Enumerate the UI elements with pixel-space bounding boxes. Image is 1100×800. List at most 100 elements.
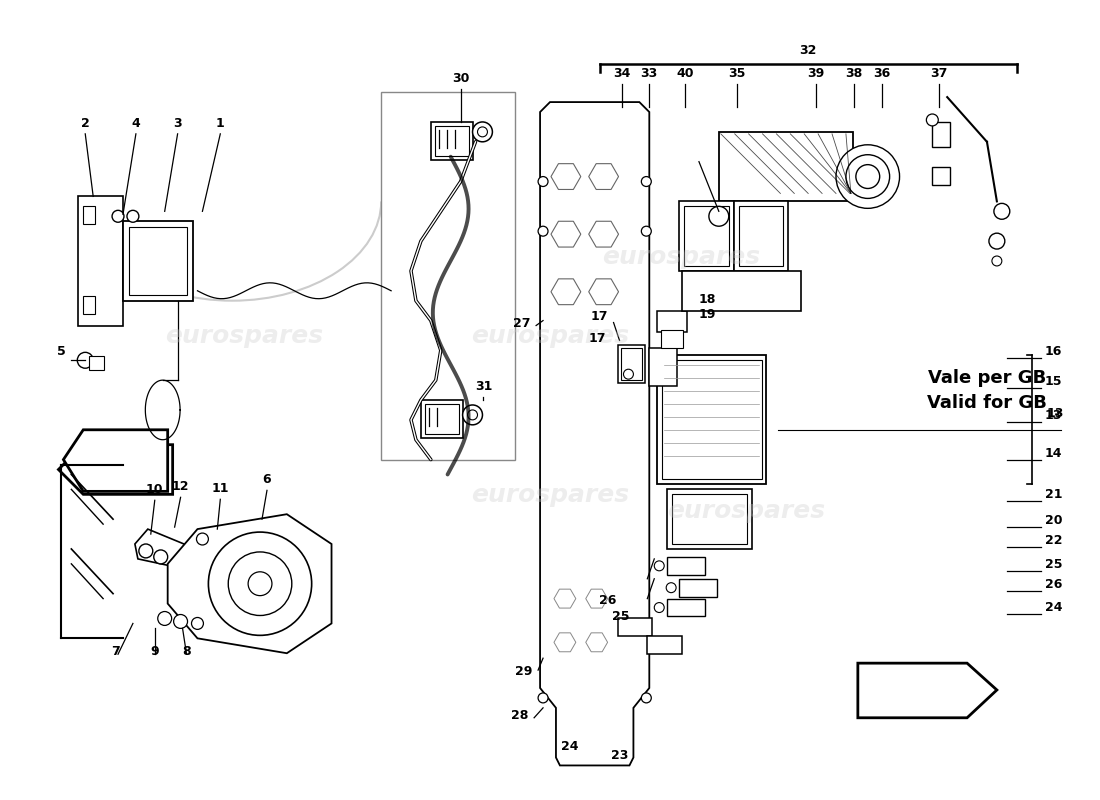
Circle shape [538,693,548,703]
Circle shape [468,410,477,420]
Text: 26: 26 [1045,578,1062,590]
Circle shape [229,552,292,615]
Bar [649,348,678,386]
Text: 13: 13 [1045,409,1062,422]
Circle shape [112,210,124,222]
Bar [84,296,96,314]
Circle shape [77,352,94,368]
Text: 25: 25 [612,610,629,623]
Polygon shape [551,222,581,247]
Circle shape [926,114,938,126]
Text: 16: 16 [1045,346,1062,358]
Circle shape [249,572,272,596]
Text: 31: 31 [475,380,492,393]
Bar [129,227,187,294]
Text: 17: 17 [590,310,607,322]
Bar [668,598,705,617]
Bar [658,355,767,485]
Text: 20: 20 [1045,514,1062,527]
Text: 14: 14 [1045,446,1062,459]
Text: 4: 4 [132,117,141,130]
Circle shape [708,206,728,226]
Circle shape [654,602,664,613]
Circle shape [992,256,1002,266]
Circle shape [989,233,1004,249]
Text: eurospares: eurospares [471,325,629,349]
Bar [434,126,469,156]
Text: 32: 32 [800,44,817,58]
Circle shape [641,226,651,236]
Polygon shape [64,430,167,491]
Text: 24: 24 [561,739,579,753]
Text: 25: 25 [1045,558,1062,571]
Text: 3: 3 [174,117,182,130]
Bar [672,494,747,544]
Text: 5: 5 [56,346,65,358]
Text: 37: 37 [931,67,948,80]
Circle shape [994,203,1010,219]
Circle shape [126,210,139,222]
Text: 11: 11 [211,482,229,495]
Bar [682,271,801,310]
Circle shape [538,226,548,236]
Text: 8: 8 [183,645,191,658]
Bar [718,132,852,202]
Polygon shape [588,164,618,190]
Bar [684,206,728,266]
Text: 36: 36 [873,67,890,80]
Text: 15: 15 [1045,375,1062,388]
Circle shape [191,618,204,630]
Text: 7: 7 [111,645,120,658]
Circle shape [641,693,651,703]
Text: 24: 24 [1045,601,1062,614]
Polygon shape [58,445,173,494]
Text: 19: 19 [698,307,716,321]
Text: 9: 9 [151,645,160,658]
Polygon shape [585,589,607,608]
Bar [425,404,459,434]
Text: 35: 35 [728,67,746,80]
Circle shape [641,177,651,186]
Bar [668,557,705,574]
Circle shape [157,611,172,626]
Bar [382,92,515,459]
Bar [679,202,734,271]
Text: Vale per GB
Valid for GB: Vale per GB Valid for GB [926,369,1046,411]
Text: 30: 30 [452,72,470,86]
Circle shape [463,405,483,425]
Polygon shape [554,633,575,652]
Circle shape [477,127,487,137]
Bar [84,206,96,224]
Polygon shape [554,589,575,608]
Circle shape [139,544,153,558]
Text: eurospares: eurospares [668,499,826,523]
Polygon shape [551,164,581,190]
Text: 27: 27 [513,318,530,330]
Text: 26: 26 [600,594,616,606]
Text: 2: 2 [81,117,89,130]
Bar [620,348,642,380]
Text: eurospares: eurospares [165,325,323,349]
Polygon shape [858,663,997,718]
Text: eurospares: eurospares [471,483,629,507]
Text: eurospares: eurospares [602,245,760,269]
Text: 28: 28 [510,709,528,722]
Bar [679,578,717,597]
Circle shape [836,145,900,208]
Polygon shape [540,102,649,766]
Text: 40: 40 [676,67,694,80]
Polygon shape [167,514,331,654]
Bar [933,122,950,146]
Bar [617,618,652,636]
Bar [421,400,463,438]
Circle shape [846,154,890,198]
Bar [658,310,688,333]
Bar [431,122,473,160]
Text: 22: 22 [1045,534,1062,547]
Text: 17: 17 [588,332,606,346]
Circle shape [174,614,187,629]
Text: 21: 21 [1045,488,1062,502]
Bar [78,197,123,326]
Circle shape [538,177,548,186]
Text: 39: 39 [807,67,825,80]
